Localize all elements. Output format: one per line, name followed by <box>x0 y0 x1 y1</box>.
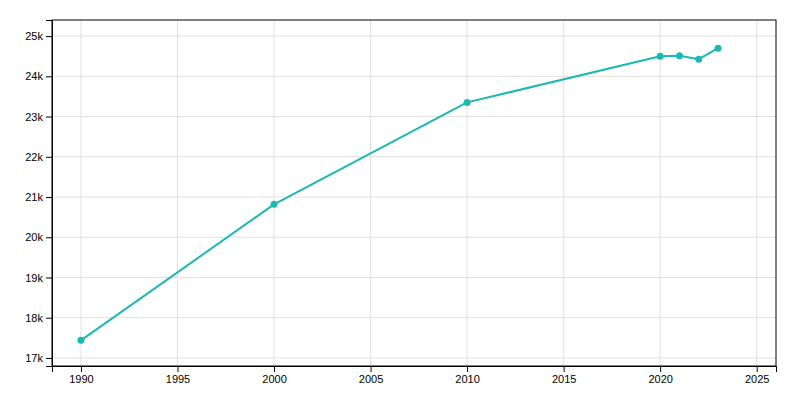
x-tick-mark <box>274 366 275 372</box>
grid-line-y <box>52 197 776 198</box>
x-tick-label: 1990 <box>69 373 93 385</box>
grid-line-x <box>660 20 661 366</box>
x-tick: 2005 <box>359 366 383 385</box>
x-tick-mark <box>564 366 565 372</box>
y-tick-mark <box>46 36 52 37</box>
y-tick-label: 25k <box>25 30 43 42</box>
plot-frame <box>52 20 776 366</box>
x-tick: 1990 <box>69 366 93 385</box>
grid-line-y <box>52 237 776 238</box>
x-tick-label: 2005 <box>359 373 383 385</box>
x-axis: 1990 1995 2000 2005 2010 2015 2020 2025 <box>53 366 777 385</box>
x-tick-label: 2010 <box>455 373 479 385</box>
y-tick-mark <box>46 358 52 359</box>
y-tick: 23k <box>25 111 52 123</box>
y-tick-mark <box>46 318 52 319</box>
grid-line-x <box>274 20 275 366</box>
x-tick: 2015 <box>552 366 576 385</box>
grid-line-x <box>177 20 178 366</box>
y-tick-label: 23k <box>25 111 43 123</box>
plot: 1990 1995 2000 2005 2010 2015 2020 2025 17k 18k 19… <box>25 20 776 385</box>
x-axis-line <box>53 367 777 373</box>
y-tick-mark <box>46 117 52 118</box>
grid-line-y <box>52 277 776 278</box>
point <box>464 99 471 106</box>
x-tick-label: 2025 <box>745 373 769 385</box>
x-tick-mark <box>371 366 372 372</box>
y-tick: 22k <box>25 151 52 163</box>
y-tick-label: 18k <box>25 312 43 324</box>
x-tick-mark <box>757 366 758 372</box>
y-tick-label: 24k <box>25 70 43 82</box>
y-tick: 21k <box>25 191 52 203</box>
point <box>77 337 84 344</box>
x-tick-mark <box>177 366 178 372</box>
x-tick: 2020 <box>648 366 672 385</box>
x-tick-mark <box>81 366 82 372</box>
y-tick-label: 21k <box>25 191 43 203</box>
y-tick-mark <box>46 277 52 278</box>
grid-line-x <box>370 20 371 366</box>
y-tick-mark <box>46 157 52 158</box>
grid-line-x <box>756 20 757 366</box>
y-tick: 20k <box>25 231 52 243</box>
chart: 1990 1995 2000 2005 2010 2015 2020 2025 17k 18k 19… <box>0 0 800 400</box>
grid-line-y <box>52 116 776 117</box>
y-tick-label: 19k <box>25 272 43 284</box>
x-tick-label: 2000 <box>262 373 286 385</box>
grid-line-y <box>52 357 776 358</box>
point <box>676 52 683 59</box>
grid-line-y <box>52 317 776 318</box>
series <box>77 45 721 344</box>
y-tick-label: 17k <box>25 352 43 364</box>
grid-line-y <box>52 156 776 157</box>
y-axis: 17k 18k 19k 20k 21k 22k 23k 24k 25k <box>25 21 52 367</box>
y-tick: 17k <box>25 352 52 364</box>
x-tick-mark <box>467 366 468 372</box>
grid-line-y <box>52 36 776 37</box>
x-tick-label: 2020 <box>648 373 672 385</box>
x-tick: 2025 <box>745 366 769 385</box>
x-tick: 2010 <box>455 366 479 385</box>
y-tick: 18k <box>25 312 52 324</box>
grid-line-x <box>467 20 468 366</box>
y-tick-label: 20k <box>25 231 43 243</box>
y-axis-line <box>46 21 53 367</box>
x-tick-label: 1995 <box>166 373 190 385</box>
point <box>271 201 278 208</box>
grid <box>52 20 776 366</box>
y-tick: 19k <box>25 272 52 284</box>
grid-line-x <box>80 20 81 366</box>
point <box>657 53 664 60</box>
point <box>695 56 702 63</box>
x-tick: 2000 <box>262 366 286 385</box>
x-tick: 1995 <box>166 366 190 385</box>
point <box>715 45 722 52</box>
grid-line-x <box>563 20 564 366</box>
y-tick-mark <box>46 76 52 77</box>
line <box>81 48 718 340</box>
y-tick: 25k <box>25 30 52 42</box>
x-tick-label: 2015 <box>552 373 576 385</box>
y-tick-mark <box>46 237 52 238</box>
y-tick: 24k <box>25 70 52 82</box>
y-tick-label: 22k <box>25 151 43 163</box>
grid-line-y <box>52 76 776 77</box>
y-tick-mark <box>46 197 52 198</box>
x-tick-mark <box>660 366 661 372</box>
